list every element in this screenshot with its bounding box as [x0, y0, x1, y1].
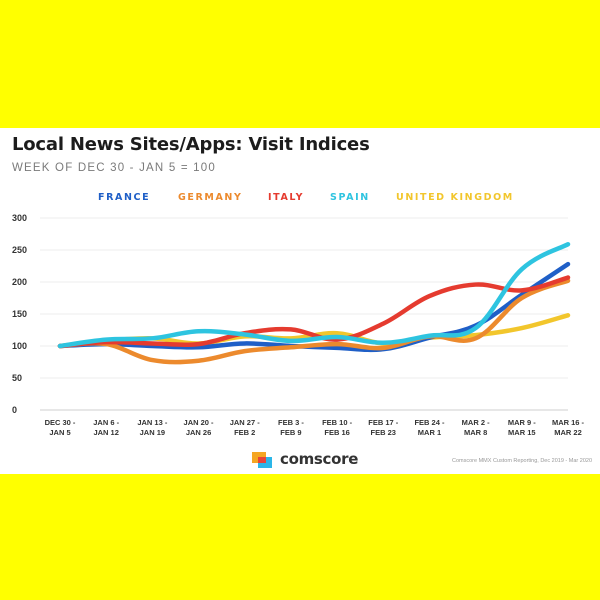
- comscore-logo-icon: [252, 452, 272, 468]
- x-tick-label: MAR 1: [418, 428, 441, 437]
- legend-item-germany: GERMANY: [178, 192, 243, 203]
- x-tick-label: FEB 16: [324, 428, 349, 437]
- brand-name: comscore: [280, 450, 359, 468]
- x-tick-label: JAN 20 -: [184, 418, 215, 427]
- x-tick-label: FEB 17 -: [368, 418, 399, 427]
- x-tick-label: JAN 27 -: [230, 418, 261, 427]
- legend-item-italy: ITALY: [268, 192, 305, 203]
- y-tick-label: 0: [12, 405, 17, 415]
- x-tick-label: JAN 13 -: [137, 418, 168, 427]
- legend-item-united-kingdom: UNITED KINGDOM: [396, 192, 514, 203]
- x-tick-label: MAR 8: [464, 428, 487, 437]
- x-tick-label: MAR 2 -: [462, 418, 490, 427]
- y-tick-label: 50: [12, 373, 22, 383]
- y-tick-label: 150: [12, 309, 27, 319]
- source-note: Comscore MMX Custom Reporting, Dec 2019 …: [452, 458, 592, 464]
- x-tick-label: FEB 10 -: [322, 418, 353, 427]
- x-tick-label: FEB 3 -: [278, 418, 304, 427]
- x-tick-label: JAN 19: [140, 428, 165, 437]
- series-line-germany: [57, 278, 571, 365]
- x-tick-label: FEB 24 -: [414, 418, 445, 427]
- chart-title: Local News Sites/Apps: Visit Indices: [12, 134, 370, 155]
- y-tick-label: 250: [12, 245, 27, 255]
- x-tick-label: JAN 6 -: [93, 418, 119, 427]
- x-tick-label: FEB 23: [371, 428, 396, 437]
- x-tick-label: DEC 30 -: [45, 418, 76, 427]
- y-tick-label: 300: [12, 213, 27, 223]
- chart-subtitle: WEEK OF DEC 30 - JAN 5 = 100: [12, 162, 216, 174]
- x-tick-label: JAN 5: [49, 428, 70, 437]
- x-tick-label: MAR 15: [508, 428, 536, 437]
- y-tick-label: 200: [12, 277, 27, 287]
- series-line-spain: [57, 241, 571, 349]
- x-tick-label: MAR 22: [554, 428, 582, 437]
- x-tick-label: MAR 16 -: [552, 418, 585, 427]
- x-tick-label: FEB 9: [280, 428, 301, 437]
- x-tick-label: JAN 12: [93, 428, 118, 437]
- chart-card: Local News Sites/Apps: Visit Indices WEE…: [0, 128, 600, 474]
- legend-item-spain: SPAIN: [330, 192, 370, 203]
- x-tick-label: FEB 2: [234, 428, 255, 437]
- legend-item-france: FRANCE: [98, 192, 151, 203]
- y-tick-label: 100: [12, 341, 27, 351]
- x-tick-label: JAN 26: [186, 428, 211, 437]
- series-line-italy: [57, 275, 571, 349]
- x-tick-label: MAR 9 -: [508, 418, 536, 427]
